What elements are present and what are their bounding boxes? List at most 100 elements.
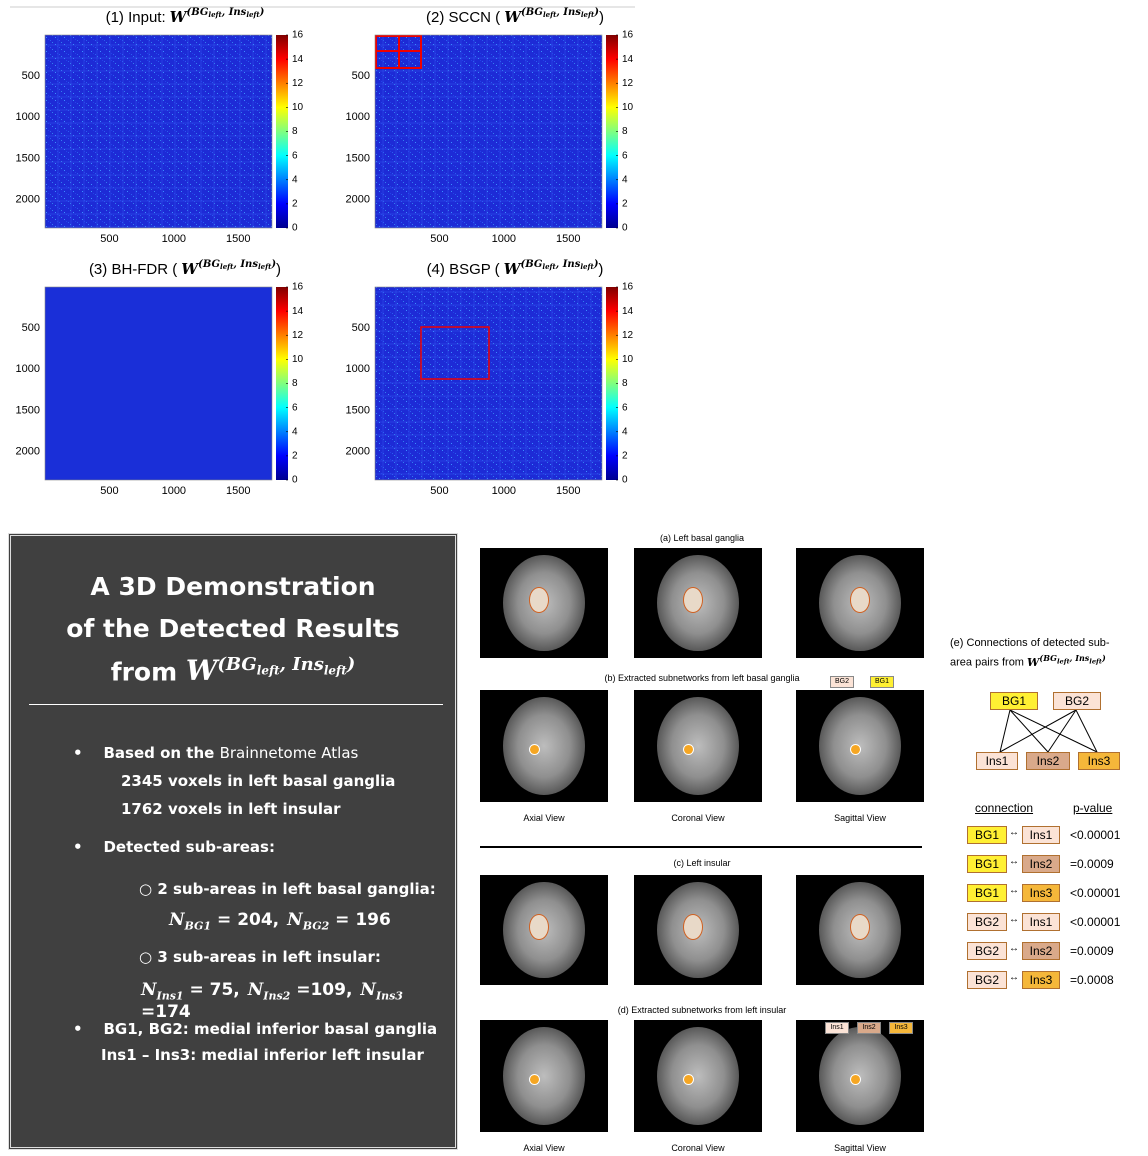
subscript: BG2	[302, 919, 330, 933]
x-tick-label: 1000	[492, 485, 516, 497]
brain-image	[480, 875, 608, 985]
colorbar-tick-label: 2	[292, 451, 298, 462]
brain-image	[796, 548, 924, 658]
line: 2345 voxels in left basal ganglia	[121, 772, 396, 790]
y-tick-label: 1500	[346, 404, 370, 416]
colorbar-tick-label: 10	[292, 354, 304, 365]
symbol: N	[169, 910, 185, 930]
connections-title: (e) Connections of detected sub-area pai…	[950, 636, 1148, 671]
edge	[1047, 709, 1077, 753]
colorbar-tick-label: 8	[622, 378, 628, 389]
node: Ins3	[1078, 752, 1120, 770]
brain-image	[634, 548, 762, 658]
symbol: N	[247, 980, 264, 1000]
arrow: ↔	[1009, 972, 1019, 983]
value: =174	[141, 1002, 191, 1023]
subscript: BG1	[184, 919, 212, 933]
x-tick-label: 1500	[556, 233, 580, 245]
symbol: N	[141, 980, 157, 1000]
value: =109,	[290, 980, 353, 1000]
y-tick-label: 2000	[346, 446, 370, 458]
title-suffix: )	[599, 9, 604, 26]
demo-box: A 3D Demonstration of the Detected Resul…	[8, 533, 458, 1150]
text: Ins	[1075, 653, 1090, 663]
highlight-region	[528, 586, 549, 613]
colorbar-tick-label: 14	[622, 306, 634, 317]
line: Ins1 – Ins3: medial inferior left insula…	[101, 1046, 424, 1064]
heatmap-texture	[375, 35, 602, 228]
sup: (BGleft, Insleft)	[217, 654, 356, 678]
highlight-region	[682, 743, 694, 755]
sup: ,	[555, 259, 563, 270]
y-tick-label: 500	[352, 322, 370, 334]
x-tick-label: 1500	[226, 485, 250, 497]
highlight-region	[528, 1073, 540, 1085]
colorbar-tick-label: 8	[622, 126, 628, 137]
text: BG	[225, 654, 257, 675]
p-value: <0.00001	[1070, 828, 1121, 842]
term: NIns3 =174	[141, 980, 403, 1022]
brain-image	[480, 690, 608, 802]
y-tick-label: 1500	[16, 152, 40, 164]
text: (e) Connections of detected sub-	[950, 637, 1110, 649]
y-tick-label: 1000	[346, 363, 370, 375]
colorbar-tick-label: 4	[292, 174, 298, 185]
sup: (	[521, 7, 527, 18]
x-tick-label: 500	[430, 233, 448, 245]
text: Based on the	[103, 744, 215, 762]
title-suffix: )	[598, 261, 603, 278]
node: BG2	[1053, 692, 1101, 710]
x-tick-label: 500	[100, 485, 118, 497]
p-value: <0.00001	[1070, 915, 1121, 929]
region-tag: Ins1	[825, 1022, 849, 1034]
text: Brainnetome Atlas	[219, 744, 359, 762]
equation: NIns1 = 75, NIns2 =109, NIns3 =174	[141, 980, 455, 1022]
text: 3 sub-areas in left insular:	[157, 948, 381, 966]
p-value: <0.00001	[1070, 886, 1121, 900]
colorbar-tick-label: 14	[292, 306, 304, 317]
y-tick-label: 1500	[346, 152, 370, 164]
bullet: • Based on the Brainnetome Atlas	[73, 744, 359, 762]
brain-image	[634, 875, 762, 985]
sub: left	[220, 262, 234, 271]
brain-image	[634, 1020, 762, 1132]
title-prefix: (2) SCCN (	[426, 9, 500, 26]
edge	[999, 709, 1011, 753]
node: BG1	[990, 692, 1038, 710]
brain-image	[480, 548, 608, 658]
text: Ins	[292, 654, 324, 675]
table-node: BG2	[967, 942, 1007, 960]
colorbar	[606, 35, 618, 228]
title-prefix: (3) BH-FDR (	[89, 261, 177, 278]
heatmap-frame	[44, 286, 273, 481]
table-node: Ins1	[1022, 913, 1060, 931]
text: W	[181, 260, 200, 278]
colorbar-tick-label: 8	[292, 378, 298, 389]
arrow: ↔	[1009, 856, 1019, 867]
sup: Ins	[562, 259, 581, 270]
symbol: N	[287, 910, 303, 930]
sup: Ins	[228, 7, 247, 18]
demo-title: A 3D Demonstration	[90, 572, 376, 601]
bullet: • Detected sub-areas:	[73, 838, 275, 856]
sub: left	[581, 10, 595, 19]
sub: left	[256, 663, 280, 678]
highlight-region	[849, 913, 870, 940]
edge	[1009, 709, 1049, 753]
text: Detected sub-areas:	[103, 838, 275, 856]
sup: BG	[524, 259, 543, 270]
y-tick-label: 2000	[346, 194, 370, 206]
y-tick-label: 2000	[16, 194, 40, 206]
colorbar-tick-label: 8	[292, 126, 298, 137]
y-tick-label: 1000	[16, 363, 40, 375]
colorbar-tick-label: 10	[292, 102, 304, 113]
matrix-symbol: W(BGleft, Insleft)	[504, 259, 599, 279]
subscript: Ins1	[156, 989, 184, 1003]
x-tick-label: 500	[430, 485, 448, 497]
caption: (d) Extracted subnetworks from left insu…	[617, 1005, 787, 1015]
colorbar-tick-label: 4	[622, 174, 628, 185]
sup: )	[593, 7, 599, 18]
sub: left	[1056, 657, 1070, 666]
colorbar-tick-label: 6	[292, 402, 298, 413]
region-tag: BG2	[830, 676, 854, 688]
